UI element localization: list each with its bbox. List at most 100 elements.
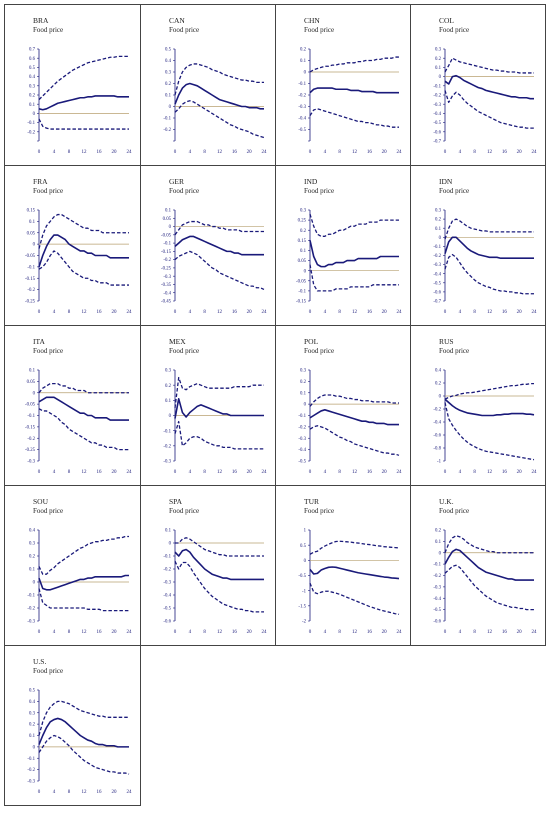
y-tick-label: 1 — [304, 529, 307, 534]
x-tick-label: 0 — [309, 470, 312, 475]
y-tick-label: -0.1 — [163, 555, 171, 560]
country-label: TUR — [304, 497, 319, 506]
x-tick-label: 0 — [444, 470, 447, 475]
y-tick-label: -0.2 — [27, 288, 35, 293]
y-tick-label: -0.3 — [298, 437, 306, 442]
y-tick-label: 0.1 — [165, 399, 172, 404]
x-tick-label: 16 — [97, 150, 103, 155]
y-tick-label: -0.6 — [433, 434, 441, 439]
chart-title: Food price — [169, 347, 199, 355]
series-upper-line — [309, 213, 399, 237]
panel-ind: IND Food price -0.15 -0.1 -0.05 0 0.05 0.1 0.15 0… — [275, 165, 411, 326]
y-tick-label: -0.15 — [161, 250, 172, 255]
x-tick-label: 24 — [127, 630, 133, 635]
y-tick-label: -0.15 — [25, 425, 36, 430]
x-tick-label: 20 — [247, 630, 253, 635]
chart-title: Food price — [439, 507, 469, 515]
y-tick-label: -0.1 — [163, 242, 171, 247]
x-tick-label: 8 — [473, 470, 476, 475]
x-tick-label: 8 — [68, 470, 71, 475]
panel-ita: ITA Food price -0.3 -0.25 -0.2 -0.15 -0.1 -0.05… — [4, 325, 141, 486]
y-tick-label: -0.05 — [296, 279, 307, 284]
y-tick-label: 0.1 — [300, 249, 307, 254]
y-tick-label: -0.05 — [25, 403, 36, 408]
y-tick-label: -0.2 — [433, 254, 441, 259]
y-tick-label: 0.2 — [435, 218, 442, 223]
x-tick-label: 8 — [203, 630, 206, 635]
y-tick-label: 0 — [33, 745, 36, 750]
y-tick-label: -0.1 — [27, 121, 35, 126]
series-lower-line — [38, 118, 129, 130]
y-tick-label: 0.3 — [300, 369, 307, 374]
series-lower-line — [444, 90, 534, 129]
chart-title: Food price — [33, 347, 63, 355]
y-tick-label: 0.1 — [300, 391, 307, 396]
x-tick-label: 0 — [309, 310, 312, 315]
y-tick-label: 0.2 — [300, 380, 307, 385]
series-lower-line — [309, 264, 399, 292]
y-tick-label: 0 — [33, 243, 36, 248]
chart-title: Food price — [33, 187, 63, 195]
y-tick-label: 0.1 — [165, 529, 172, 534]
series-median-line — [174, 398, 264, 419]
x-tick-label: 24 — [127, 470, 133, 475]
country-label: ITA — [33, 337, 45, 346]
y-tick-label: 0.5 — [165, 48, 172, 53]
y-tick-label: -0.2 — [163, 258, 171, 263]
x-tick-label: 12 — [217, 150, 223, 155]
x-tick-label: 4 — [53, 470, 56, 475]
series-median-line — [174, 235, 264, 256]
chart-title: Food price — [169, 507, 199, 515]
y-tick-label: 0.4 — [29, 75, 36, 80]
panel-bra: BRA Food price -0.2 -0.1 0 0.1 0.2 0.3 0.4 0.5 0.6… — [4, 4, 141, 166]
x-tick-label: 12 — [217, 310, 223, 315]
y-tick-label: 0.3 — [29, 542, 36, 547]
series-upper-line — [38, 383, 129, 394]
series-upper-line — [174, 63, 264, 96]
y-tick-label: 0 — [439, 236, 442, 241]
series-lower-line — [38, 408, 129, 451]
y-tick-label: 0 — [304, 269, 307, 274]
x-tick-label: 24 — [127, 150, 133, 155]
y-tick-label: -0.1 — [298, 289, 306, 294]
x-tick-label: 24 — [262, 310, 268, 315]
y-tick-label: -0.5 — [298, 574, 306, 579]
panel-idn: IDN Food price -0.7 -0.6 -0.5 -0.4 -0.3 -0.2 -0.… — [410, 165, 546, 326]
panel-rus: RUS Food price -1 -0.8 -0.6 -0.4 -0.2 0 0.2 0.4 0 4… — [410, 325, 546, 486]
x-tick-label: 20 — [247, 150, 253, 155]
y-tick-label: 0.2 — [435, 529, 442, 534]
y-tick-label: -0.4 — [433, 421, 441, 426]
y-tick-label: -0.1 — [163, 429, 171, 434]
y-tick-label: 0.2 — [29, 723, 36, 728]
x-tick-label: 12 — [352, 470, 358, 475]
series-median-line — [309, 240, 399, 268]
x-tick-label: 12 — [352, 150, 358, 155]
series-lower-line — [174, 100, 265, 139]
y-tick-label: 0.2 — [300, 48, 307, 53]
panel-mex: MEX Food price -0.3 -0.2 -0.1 0 0.1 0.2 0.3 0 4 8 12… — [140, 325, 276, 486]
country-label: BRA — [33, 16, 49, 25]
x-tick-label: 0 — [174, 310, 177, 315]
y-tick-label: -0.4 — [163, 594, 171, 599]
series-lower-line — [309, 582, 400, 615]
x-tick-label: 12 — [82, 150, 88, 155]
x-tick-label: 8 — [203, 310, 206, 315]
x-tick-label: 20 — [112, 470, 118, 475]
y-tick-label: 0 — [169, 542, 172, 547]
y-tick-label: -0.2 — [163, 444, 171, 449]
y-tick-label: 0.1 — [435, 540, 442, 545]
y-tick-label: 0.1 — [29, 103, 36, 108]
y-tick-label: -0.5 — [433, 121, 441, 126]
panel-fra: FRA Food price -0.25 -0.2 -0.15 -0.1 -0.05 0 0.0… — [4, 165, 141, 326]
x-tick-label: 0 — [174, 630, 177, 635]
series-upper-line — [444, 57, 534, 74]
series-median-line — [309, 409, 399, 426]
panel-col: COL Food price -0.7 -0.6 -0.5 -0.4 -0.3 -0.2 -0.… — [410, 4, 546, 166]
y-tick-label: -0.4 — [433, 272, 441, 277]
series-median-line — [444, 236, 534, 260]
series-median-line — [38, 234, 129, 268]
y-tick-label: 0 — [304, 71, 307, 76]
y-tick-label: -0.35 — [161, 283, 172, 288]
